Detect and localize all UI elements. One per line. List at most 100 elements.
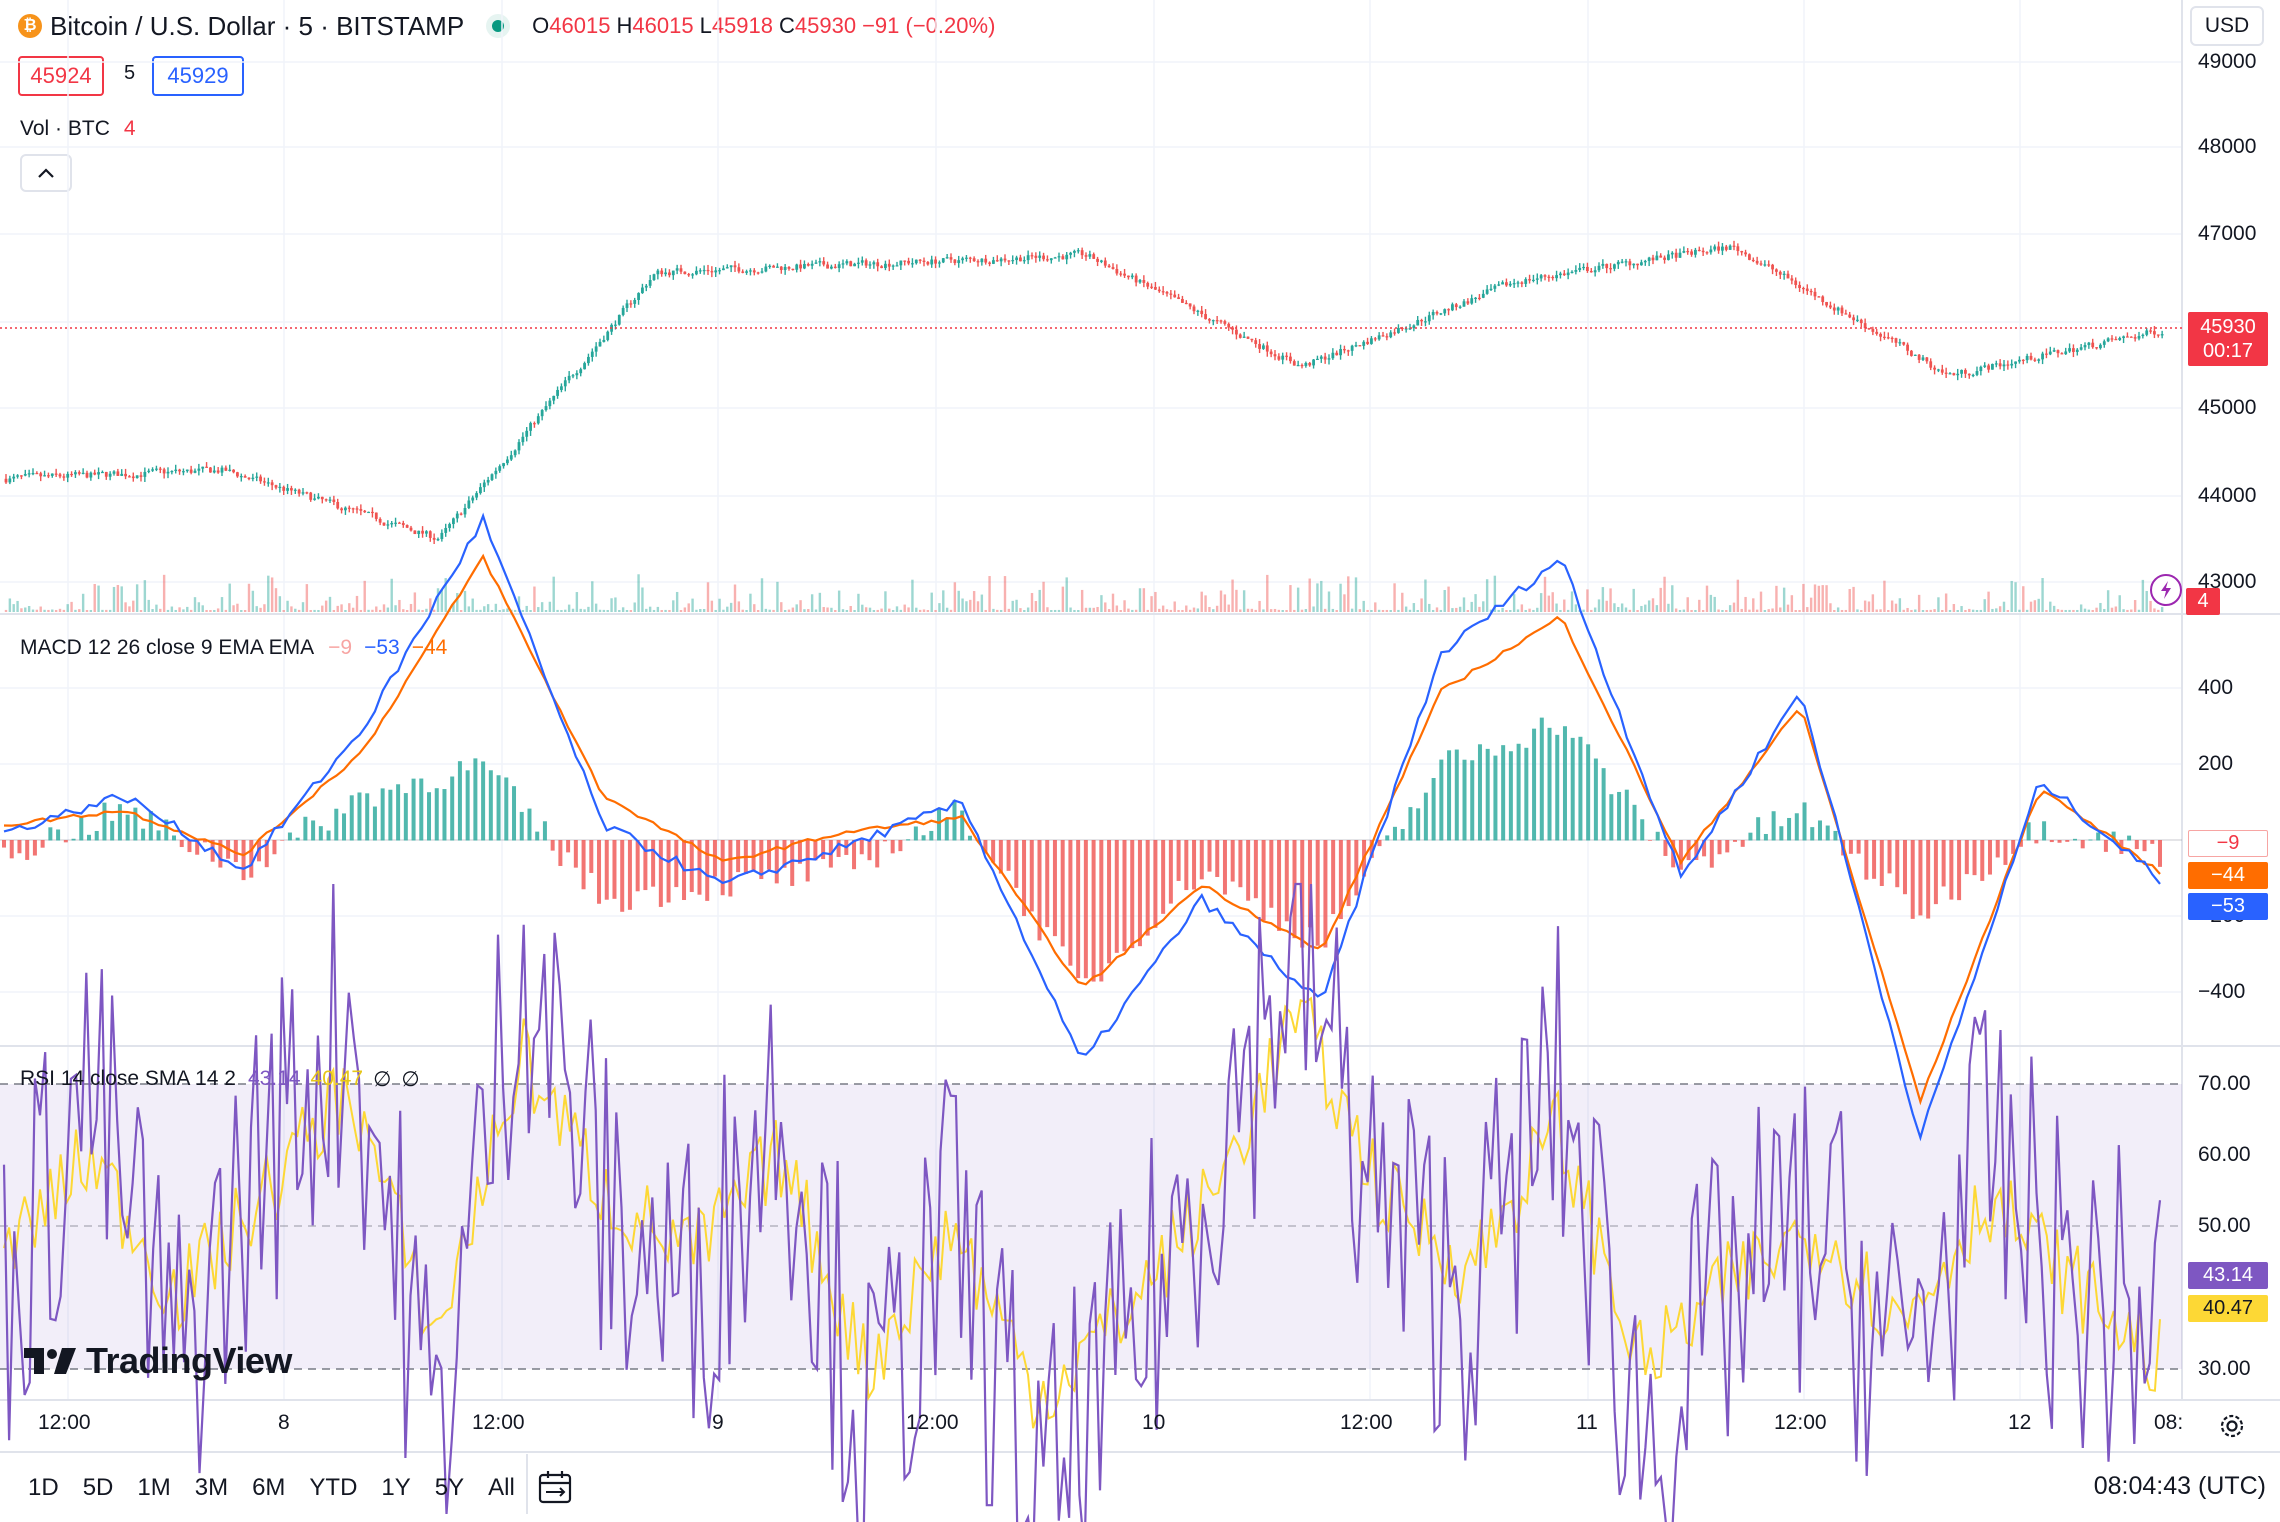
candle-body — [251, 477, 255, 480]
volume-bar — [1840, 609, 1844, 612]
candle-body — [787, 266, 791, 269]
volume-bar — [945, 607, 949, 612]
candle-body — [864, 260, 868, 266]
volume-bar — [598, 609, 602, 612]
candle-body — [1802, 287, 1805, 290]
rsi-tick: 70.00 — [2198, 1072, 2251, 1095]
macd-hist-bar — [821, 840, 826, 860]
candle-body — [2091, 342, 2095, 348]
currency-button[interactable]: USD — [2190, 6, 2264, 46]
volume-bar — [722, 609, 725, 612]
candle-body — [247, 477, 251, 480]
candle-body — [529, 423, 532, 431]
candle-body — [1435, 311, 1439, 314]
volume-bar — [1088, 607, 1092, 612]
timeframe-5y[interactable]: 5Y — [434, 1474, 465, 1501]
timeframe-1d[interactable]: 1D — [28, 1474, 59, 1501]
candle-body — [567, 375, 571, 381]
candle-body — [1273, 354, 1277, 357]
rsi-legend[interactable]: RSI 14 close SMA 14 2 43.14 40.47 ∅ ∅ — [20, 1064, 420, 1094]
candle-body — [444, 527, 448, 533]
utc-clock[interactable]: 08:04:43 (UTC) — [2093, 1472, 2266, 1500]
volume-bar — [452, 603, 455, 612]
volume-bar — [579, 608, 582, 612]
candle-body — [691, 274, 694, 276]
macd-hist-bar — [1640, 819, 1645, 841]
candle-body — [1528, 279, 1531, 281]
volume-bar — [93, 583, 96, 612]
timeframe-ytd[interactable]: YTD — [309, 1474, 358, 1501]
volume-bar — [1011, 600, 1014, 612]
candle-body — [934, 259, 937, 264]
volume-bar — [1520, 604, 1524, 612]
volume-bar — [618, 609, 621, 612]
volume-bar — [560, 610, 563, 612]
candle-body — [1038, 255, 1042, 258]
volume-bar — [1921, 609, 1925, 612]
candle-body — [135, 475, 139, 479]
symbol-title[interactable]: Bitcoin / U.S. Dollar · 5 · BITSTAMP — [50, 10, 465, 41]
macd-legend[interactable]: MACD 12 26 close 9 EMA EMA −9 −53 −44 — [20, 633, 447, 663]
volume-bar — [841, 609, 845, 612]
collapse-chevron-icon — [38, 168, 54, 178]
sell-price-button[interactable]: 45924 — [18, 56, 104, 96]
price-tick: 48000 — [2198, 135, 2257, 158]
volume-legend[interactable]: Vol · BTC 4 — [20, 114, 136, 144]
volume-bar — [348, 603, 351, 612]
candle-body — [660, 270, 664, 275]
macd-hist-bar — [906, 839, 911, 841]
volume-bar — [47, 609, 50, 612]
volume-bar — [224, 609, 228, 612]
volume-bar — [1200, 591, 1203, 612]
candle-body — [1724, 246, 1728, 250]
macd-hist-bar — [79, 816, 84, 841]
volume-bar — [1933, 609, 1936, 612]
volume-bar — [1543, 576, 1547, 612]
volume-bar — [864, 607, 868, 612]
calendar-range-icon[interactable] — [536, 1468, 576, 1508]
candle-body — [2122, 336, 2125, 338]
volume-bar — [1042, 581, 1045, 612]
candle-body — [880, 266, 883, 269]
candle-body — [1539, 275, 1543, 279]
volume-bar — [31, 609, 35, 612]
candle-body — [31, 472, 35, 475]
candle-body — [1674, 252, 1678, 258]
volume-bar — [1528, 608, 1531, 612]
candle-body — [455, 513, 459, 519]
macd-hist-bar — [1346, 840, 1351, 907]
timeframe-3m[interactable]: 3M — [194, 1474, 229, 1501]
macd-hist-bar — [519, 811, 524, 841]
tradingview-logo[interactable]: TradingView — [24, 1338, 292, 1384]
timeframe-1m[interactable]: 1M — [137, 1474, 171, 1501]
macd-histogram — [2, 717, 2162, 982]
timeframe-6m[interactable]: 6M — [252, 1474, 286, 1501]
macd-hist-bar — [342, 813, 347, 841]
macd-hist-bar — [1137, 840, 1142, 947]
volume-bar — [197, 602, 201, 612]
collapse-legend-button[interactable] — [20, 154, 72, 192]
candle-body — [1447, 309, 1450, 311]
settings-gear-icon[interactable] — [2216, 1410, 2248, 1442]
symbol-legend[interactable]: ₿ Bitcoin / U.S. Dollar · 5 · BITSTAMP O… — [18, 10, 995, 42]
volume-bar — [1150, 596, 1153, 612]
candle-body — [814, 262, 818, 264]
candle-body — [506, 459, 509, 464]
volume-bar — [1138, 588, 1142, 612]
lightning-icon[interactable] — [2150, 574, 2182, 606]
timeframe-5d[interactable]: 5D — [82, 1474, 114, 1501]
candle-body — [1088, 254, 1092, 257]
candle-body — [1751, 259, 1755, 262]
candle-body — [1574, 270, 1578, 272]
candle-body — [58, 474, 62, 477]
volume-bar — [1651, 598, 1655, 612]
timeframe-1y[interactable]: 1Y — [381, 1474, 411, 1501]
ohlc-value: 45930 — [794, 13, 857, 38]
volume-bar — [8, 598, 12, 612]
macd-hist-bar — [1230, 840, 1235, 882]
macd-hist-bar — [1369, 840, 1374, 858]
candle-body — [1883, 336, 1886, 338]
timeframe-all[interactable]: All — [488, 1474, 515, 1501]
volume-bar — [97, 585, 100, 612]
